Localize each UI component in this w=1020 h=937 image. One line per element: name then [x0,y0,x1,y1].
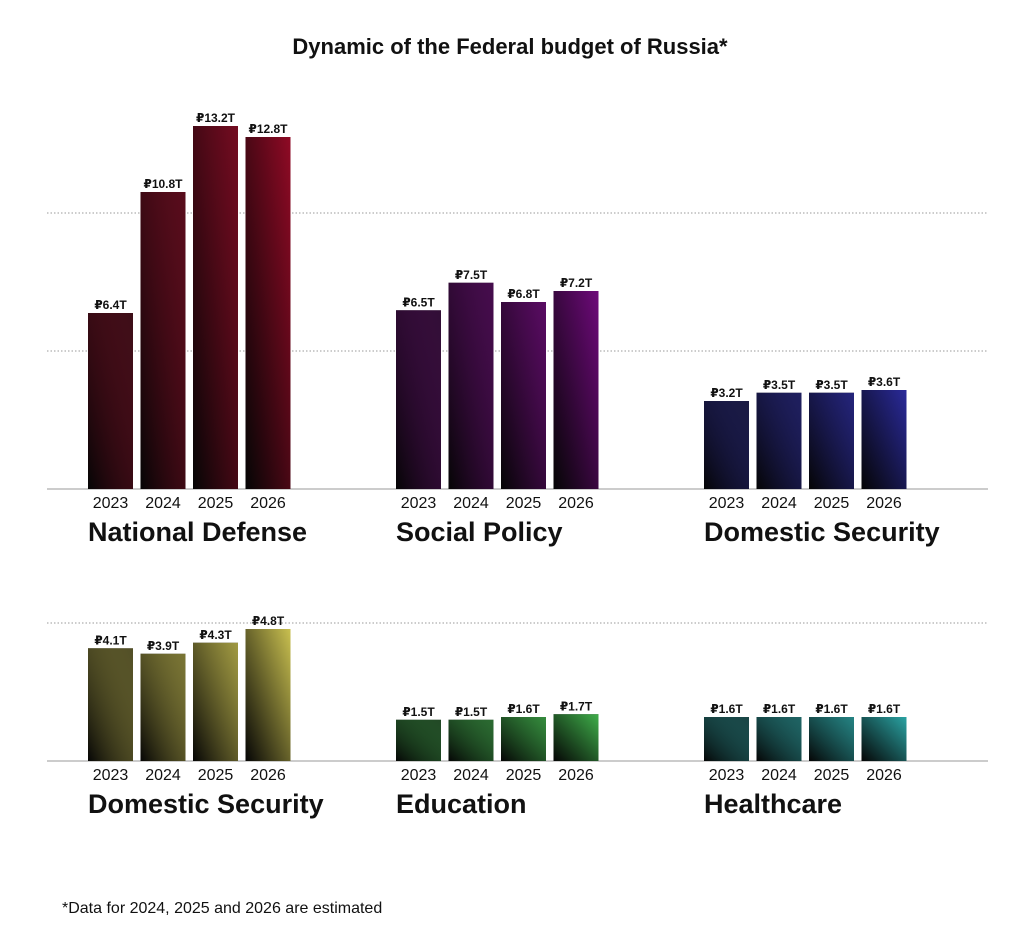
bar [448,282,494,489]
bar [501,302,546,489]
category-label: 2024 [145,495,181,512]
value-label: ₽3.6T [868,375,901,389]
panel-title: Education [396,789,527,819]
category-label: 2026 [866,495,902,512]
value-label: ₽1.5T [455,705,488,719]
value-label: ₽6.5T [402,295,435,309]
category-label: 2023 [93,767,129,784]
panel-title: Domestic Security [88,789,324,819]
category-label: 2025 [198,495,234,512]
value-label: ₽1.6T [815,702,848,716]
bar [193,126,238,489]
panel-title: Social Policy [396,517,563,547]
bar [756,717,802,761]
value-label: ₽1.5T [402,705,435,719]
value-label: ₽3.5T [815,378,848,392]
bar [756,392,802,489]
value-label: ₽1.6T [868,702,901,716]
value-label: ₽4.8T [252,614,285,628]
category-label: 2023 [401,767,437,784]
value-label: ₽13.2T [196,111,236,125]
bar [396,719,441,761]
category-label: 2025 [814,767,850,784]
panel-title: Domestic Security [704,517,940,547]
value-label: ₽4.1T [94,633,127,647]
bar [501,717,546,761]
bar [245,629,291,761]
value-label: ₽6.8T [507,287,540,301]
value-label: ₽3.9T [147,639,180,653]
bar [809,717,854,761]
value-label: ₽3.5T [763,378,796,392]
category-label: 2024 [761,495,797,512]
category-label: 2024 [761,767,797,784]
category-label: 2025 [814,495,850,512]
bar [861,717,907,761]
category-label: 2026 [250,767,286,784]
category-label: 2024 [453,495,489,512]
category-label: 2023 [401,495,437,512]
category-label: 2023 [709,767,745,784]
value-label: ₽6.4T [94,298,127,312]
value-label: ₽3.2T [710,386,743,400]
category-label: 2024 [453,767,489,784]
bar [193,642,238,761]
labels: ₽6.4T 2023 ₽10.8T 2024 ₽13.2T 2025 ₽12.8T 2026 N… [88,111,940,819]
bar [553,291,599,489]
category-label: 2023 [93,495,129,512]
category-label: 2025 [198,767,234,784]
value-label: ₽4.3T [199,628,232,642]
value-label: ₽1.7T [560,699,593,713]
value-label: ₽1.6T [507,702,540,716]
bar [245,137,291,489]
bar [140,653,186,761]
bar [704,717,749,761]
bar [704,401,749,489]
bar [88,648,133,761]
value-label: ₽10.8T [143,177,183,191]
category-label: 2026 [558,495,594,512]
value-label: ₽1.6T [763,702,796,716]
bar [396,310,441,489]
category-label: 2026 [250,495,286,512]
value-label: ₽12.8T [248,122,288,136]
category-label: 2025 [506,495,542,512]
bars [88,126,907,761]
category-label: 2023 [709,495,745,512]
panel-title: National Defense [88,517,307,547]
footnote: *Data for 2024, 2025 and 2026 are estima… [62,900,383,917]
bar [448,719,494,761]
category-label: 2026 [866,767,902,784]
bar [140,192,186,489]
bar [88,313,133,489]
value-label: ₽1.6T [710,702,743,716]
category-label: 2025 [506,767,542,784]
category-label: 2024 [145,767,181,784]
bar [553,714,599,761]
chart-title: Dynamic of the Federal budget of Russia* [292,34,728,59]
value-label: ₽7.2T [560,276,593,290]
category-label: 2026 [558,767,594,784]
value-label: ₽7.5T [455,268,488,282]
panel-title: Healthcare [704,789,842,819]
bar [861,390,907,489]
bar [809,392,854,489]
